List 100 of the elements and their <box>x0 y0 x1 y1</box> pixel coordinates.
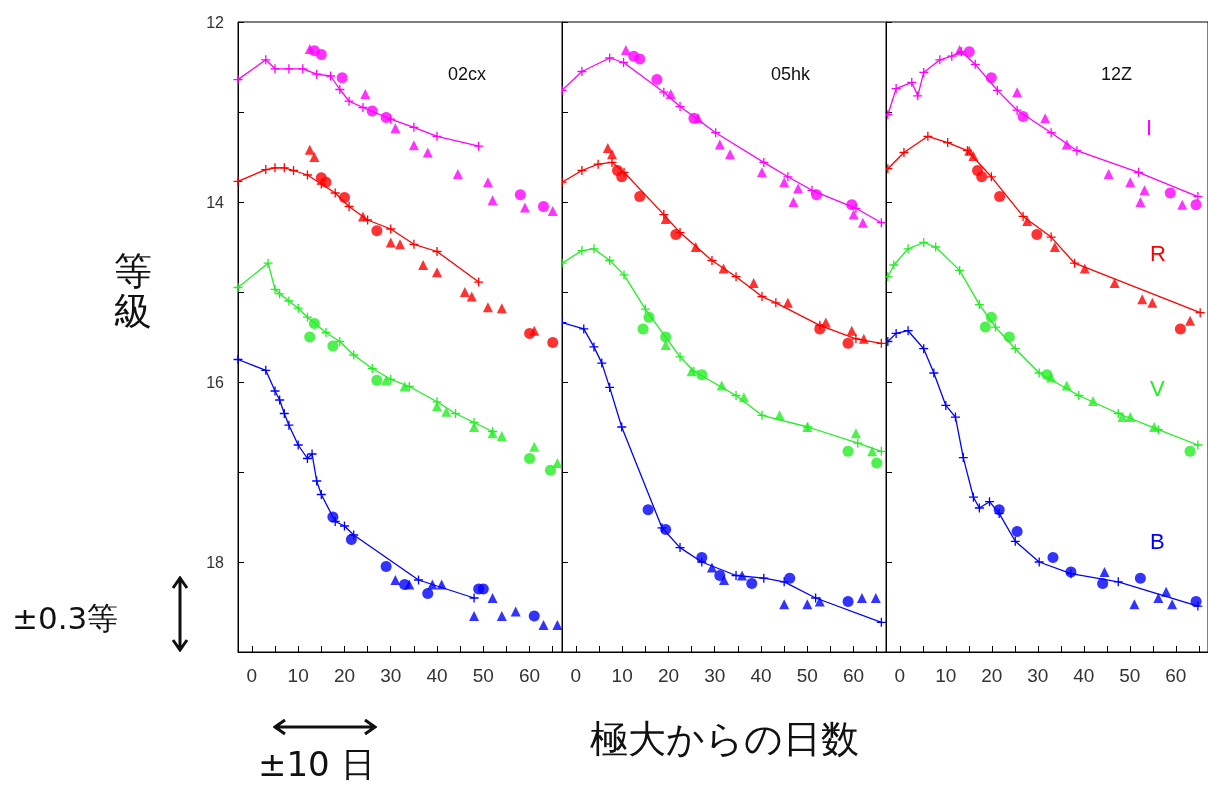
x-tick-label: 0 <box>894 665 906 686</box>
point <box>634 191 646 203</box>
point <box>922 131 934 142</box>
x-tick-label: 20 <box>657 665 680 686</box>
point <box>719 575 729 585</box>
y-tick-label: 16 <box>206 373 225 391</box>
point <box>950 411 961 423</box>
point <box>293 439 304 451</box>
point <box>674 542 686 553</box>
point <box>1088 395 1098 406</box>
point <box>431 246 443 257</box>
point <box>850 428 861 439</box>
point <box>306 448 318 460</box>
point <box>670 228 682 240</box>
point <box>482 302 493 313</box>
point <box>283 420 295 431</box>
point <box>330 187 341 199</box>
x-tick-label: 50 <box>796 665 818 686</box>
point <box>315 48 327 60</box>
point <box>1190 199 1202 211</box>
point <box>482 177 493 188</box>
point <box>404 579 415 590</box>
point <box>452 169 463 180</box>
point <box>432 401 443 412</box>
point <box>718 263 729 274</box>
point <box>578 323 589 335</box>
point <box>538 620 549 630</box>
point <box>985 72 997 84</box>
point <box>588 243 600 254</box>
point <box>1040 113 1051 124</box>
point <box>345 534 357 545</box>
text: 02cx <box>447 64 487 84</box>
point <box>730 390 742 401</box>
point <box>856 593 867 603</box>
point <box>311 475 322 487</box>
point <box>1125 412 1136 423</box>
point <box>1103 169 1114 180</box>
point <box>1192 191 1204 202</box>
point <box>867 446 878 457</box>
x-tick-label: 40 <box>750 665 772 686</box>
point <box>993 504 1005 516</box>
point <box>274 394 285 406</box>
point <box>1071 145 1083 156</box>
point <box>528 610 540 622</box>
point <box>524 453 536 464</box>
point <box>436 579 447 590</box>
point <box>660 524 672 536</box>
x-tick-label: 40 <box>1073 665 1095 686</box>
point <box>1147 297 1158 308</box>
text: ±0.3等 <box>12 599 119 638</box>
point <box>380 561 392 572</box>
point <box>304 331 316 343</box>
point <box>1034 367 1045 379</box>
point <box>232 176 244 187</box>
point <box>842 596 854 608</box>
point <box>690 242 701 252</box>
point <box>871 457 883 469</box>
point <box>427 579 438 590</box>
point <box>304 44 315 54</box>
point <box>737 570 748 581</box>
point <box>1185 315 1196 326</box>
point <box>390 575 401 585</box>
point <box>1184 445 1196 457</box>
point <box>890 83 902 94</box>
point <box>473 276 484 288</box>
point <box>1153 593 1164 603</box>
point <box>1125 177 1136 188</box>
point <box>1174 323 1186 335</box>
point <box>693 113 704 124</box>
point <box>487 593 498 603</box>
point <box>674 351 686 362</box>
point <box>547 206 558 216</box>
x-tick-label: 60 <box>519 665 541 686</box>
point <box>371 374 383 386</box>
point <box>418 260 429 270</box>
point <box>660 214 671 225</box>
point <box>793 183 804 194</box>
point <box>1099 566 1110 577</box>
point <box>552 620 562 630</box>
x-tick-label: 10 <box>287 665 309 686</box>
point <box>620 44 631 55</box>
x-tick-label: 30 <box>380 665 402 686</box>
x-tick-label: 20 <box>333 665 356 686</box>
point <box>842 337 854 349</box>
x-axis-title: 極大からの日数 <box>589 717 859 761</box>
point <box>232 282 244 293</box>
point <box>431 131 443 142</box>
point <box>706 562 717 573</box>
point <box>1134 572 1146 584</box>
point <box>385 237 396 248</box>
point <box>634 53 646 65</box>
x-tick-label: 60 <box>1165 665 1187 686</box>
point <box>302 169 313 181</box>
point <box>774 410 785 421</box>
point <box>1045 127 1057 138</box>
y-tick-label: 12 <box>206 13 225 31</box>
point <box>902 243 914 254</box>
point <box>496 303 507 314</box>
annotation: I <box>1146 115 1153 141</box>
annotation: V <box>1150 376 1165 402</box>
